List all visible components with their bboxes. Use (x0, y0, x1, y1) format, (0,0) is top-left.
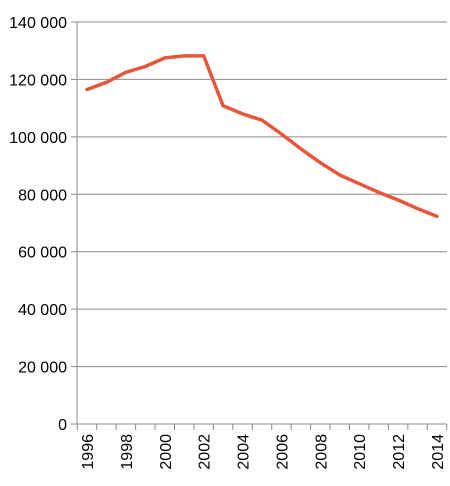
y-tick-label: 0 (58, 417, 67, 434)
data-point (435, 215, 439, 218)
data-point (105, 81, 108, 84)
x-tick-label: 2000 (158, 434, 175, 470)
y-tick-label: 120 000 (9, 72, 67, 89)
x-tick-label: 2006 (274, 434, 291, 470)
data-point (144, 65, 147, 68)
x-tick-label: 2008 (313, 434, 330, 470)
x-tick-label: 2002 (197, 434, 214, 470)
data-point (260, 119, 264, 122)
gridlines (77, 21, 447, 368)
x-tick-label: 2012 (391, 434, 408, 470)
data-point (124, 71, 128, 74)
y-tick-label: 20 000 (18, 360, 67, 377)
data-point (319, 161, 322, 164)
series-line (85, 54, 439, 219)
data-point (85, 88, 89, 91)
data-point (358, 182, 361, 185)
data-point (416, 207, 419, 210)
y-tick-label: 40 000 (18, 302, 67, 319)
x-tick-label: 2004 (236, 434, 253, 470)
data-point (241, 112, 244, 116)
y-tick-label: 80 000 (18, 187, 67, 204)
y-tick-label: 100 000 (9, 130, 67, 147)
x-tick-label: 2014 (430, 434, 447, 470)
data-point (163, 56, 166, 60)
data-point (183, 54, 186, 58)
x-tick-label: 2010 (352, 434, 369, 470)
data-point (202, 54, 205, 58)
y-tick-label: 60 000 (18, 245, 67, 262)
data-point (299, 147, 303, 151)
x-axis-ticks: 1996 1998 2000 2002 2004 2006 2008 2010 2012 2014 (76, 424, 448, 470)
data-point (338, 173, 341, 177)
data-point (280, 132, 283, 136)
x-tick-label: 1998 (119, 434, 136, 470)
y-axis-ticks: 0 20 000 40 000 60 000 80 000 100 000 120 000 1… (9, 15, 77, 434)
x-tick-label: 1996 (80, 434, 97, 470)
y-tick-label: 140 000 (9, 15, 67, 32)
data-point (377, 191, 380, 194)
data-point (396, 198, 400, 202)
data-point (221, 104, 225, 108)
series-group (85, 54, 439, 219)
axes (76, 22, 447, 425)
